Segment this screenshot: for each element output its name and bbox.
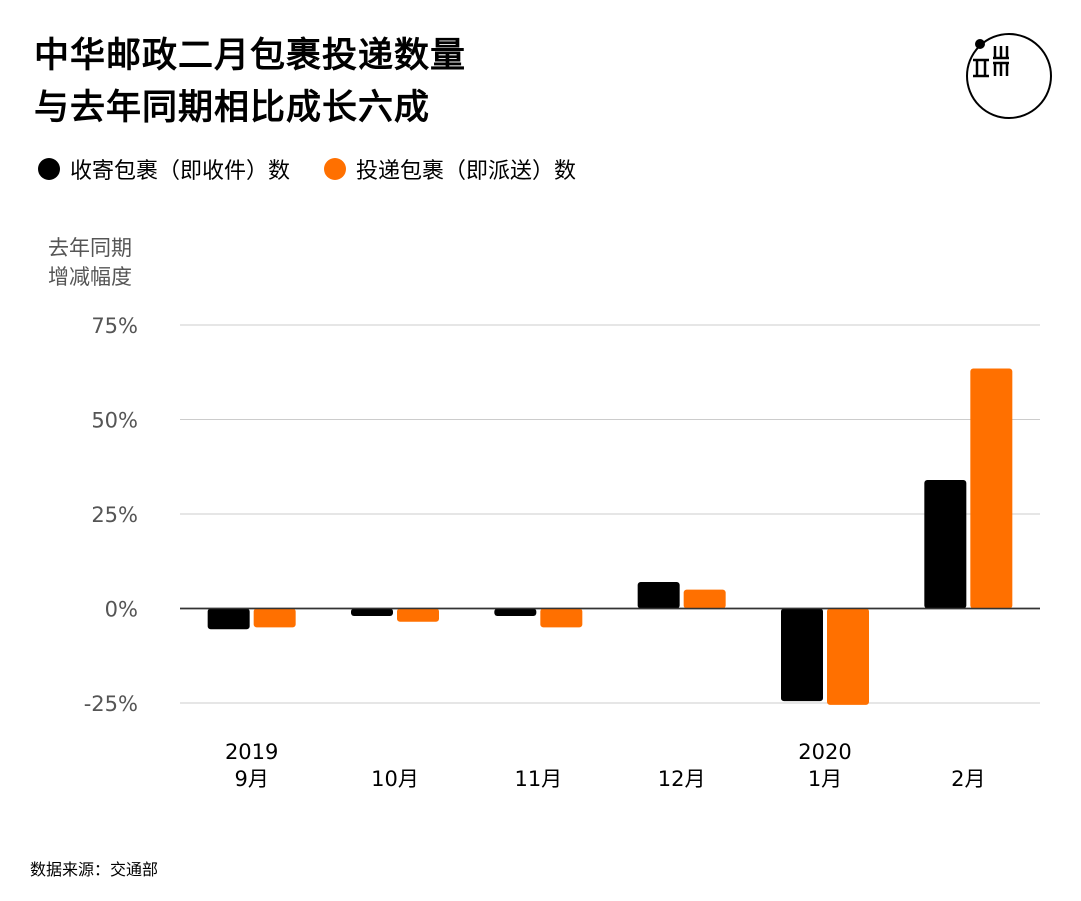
legend-label-series-2: 投递包裹（即派送）数 [356, 159, 577, 184]
bar-series-1 [924, 479, 967, 609]
legend-swatch-series-1 [38, 158, 60, 180]
y-axis-label: 去年同期 增减幅度 [48, 236, 132, 289]
x-year-label: 2019 [225, 740, 278, 764]
bar-series-1 [637, 582, 680, 609]
y-tick-label: 50% [91, 409, 138, 433]
logo-icon [966, 33, 1052, 119]
bar-series-2 [397, 608, 439, 622]
bar-series-1 [351, 608, 393, 617]
title-line-1: 中华邮政二月包裹投递数量 [34, 36, 467, 76]
x-tick-label: 10月 [371, 767, 419, 791]
y-tick-label: 25% [91, 503, 138, 527]
title-line-2: 与去年同期相比成长六成 [34, 88, 431, 128]
legend-label-series-1: 收寄包裹（即收件）数 [70, 159, 291, 184]
x-tick-label: 9月 [234, 767, 268, 791]
bar-series-1 [494, 608, 537, 617]
bar-series-1 [207, 608, 250, 630]
legend: 收寄包裹（即收件）数 投递包裹（即派送）数 [38, 153, 610, 185]
bar-series-2 [253, 608, 296, 628]
x-tick-label: 2月 [951, 767, 985, 791]
chart-title: 中华邮政二月包裹投递数量 与去年同期相比成长六成 [34, 30, 466, 134]
bar-series-2 [540, 608, 583, 628]
bar-series-2 [683, 589, 726, 609]
bar-series-2 [827, 608, 869, 705]
y-tick-label: 75% [91, 314, 138, 338]
legend-item-series-1: 收寄包裹（即收件）数 [38, 153, 290, 185]
legend-swatch-series-2 [324, 158, 347, 180]
y-tick-label: -25% [84, 692, 138, 716]
source-note: 数据来源：交通部 [30, 860, 159, 879]
x-tick-label: 1月 [808, 767, 842, 791]
x-tick-label: 12月 [658, 767, 706, 791]
legend-item-series-2: 投递包裹（即派送）数 [324, 153, 576, 185]
x-tick-label: 11月 [514, 767, 562, 791]
x-year-label: 2020 [798, 740, 851, 764]
bar-series-2 [970, 368, 1013, 609]
y-tick-label: 0% [105, 598, 138, 622]
bar-series-1 [781, 608, 823, 702]
